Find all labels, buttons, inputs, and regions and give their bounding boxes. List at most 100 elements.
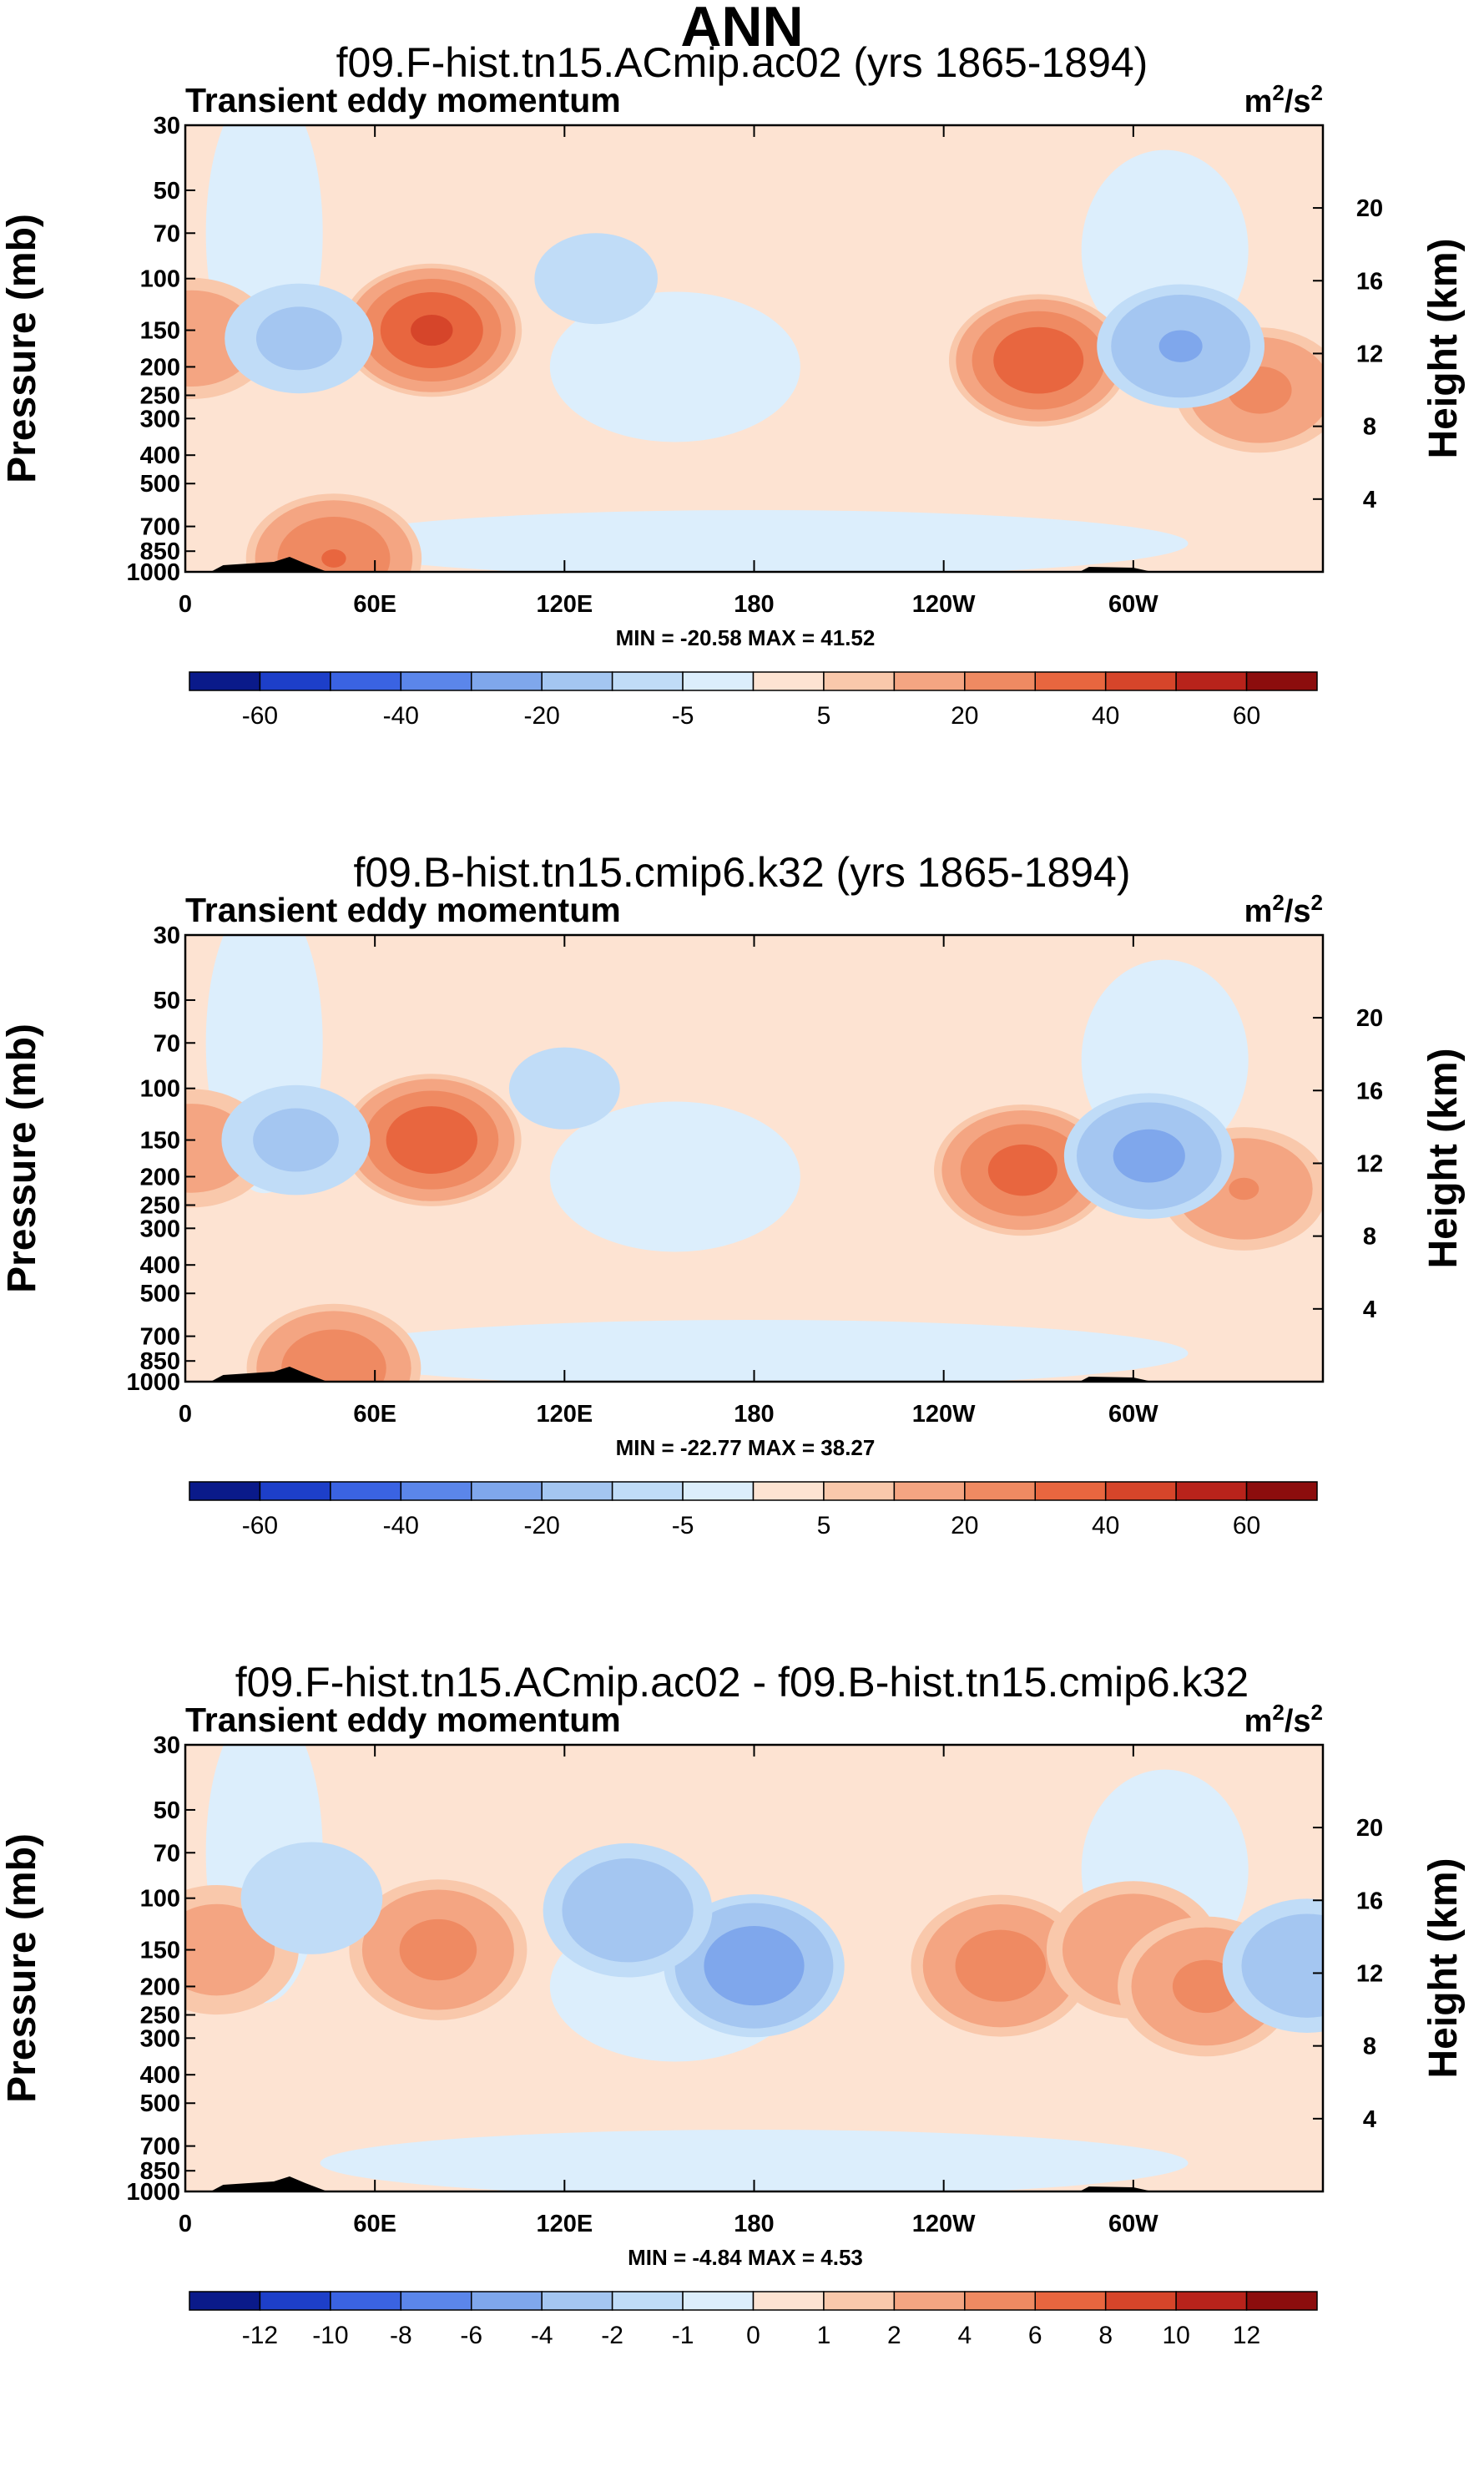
colorbar-label: -2 — [601, 2322, 623, 2349]
contour-level — [1172, 1959, 1239, 2014]
y-right-axis-label: Height (km) — [1421, 239, 1466, 459]
x-tick-label: 0 — [179, 1401, 192, 1428]
contour-feature — [349, 1879, 527, 2020]
y-right-tick-label: 12 — [1356, 1960, 1383, 1987]
units-part: /s — [1285, 84, 1311, 119]
colorbar-swatch — [330, 1481, 402, 1501]
colorbar-label: -20 — [524, 702, 560, 730]
x-tick-label: 180 — [734, 2211, 774, 2237]
plot-area — [185, 935, 1323, 1382]
colorbar-swatch — [1034, 1481, 1107, 1501]
colorbar: -12 -10 -8 -6 -4 -2 -1 0 1 2 4 6 8 10 12 — [189, 2291, 1318, 2349]
y-tick-label: 100 — [140, 266, 180, 293]
contour-feature — [664, 1894, 845, 2038]
y-right-tick-label: 16 — [1356, 1078, 1383, 1104]
y-tick-label: 1000 — [126, 2179, 180, 2206]
colorbar-swatch — [964, 1481, 1036, 1501]
colorbar-swatch — [823, 1481, 896, 1501]
terrain-asia — [210, 1367, 328, 1382]
contour-feature — [246, 1303, 421, 1382]
colorbar-swatch — [1245, 2291, 1318, 2311]
contour-feature — [1063, 1093, 1234, 1219]
colorbar-label: 10 — [1162, 2322, 1189, 2349]
panel-subtitle: Transient eddy momentum — [185, 1701, 621, 1739]
x-tick-label: 180 — [734, 1401, 774, 1428]
y-tick-label: 100 — [140, 1886, 180, 1913]
y-tick-label: 300 — [140, 1216, 180, 1242]
background-negative-band — [320, 2129, 1189, 2191]
units-part: 2 — [1272, 80, 1284, 105]
colorbar-swatch — [1104, 671, 1177, 691]
colorbar-swatch — [1245, 1481, 1318, 1501]
colorbar-label: -1 — [672, 2322, 694, 2349]
background-negative-band — [320, 509, 1189, 572]
contour-level — [277, 517, 391, 572]
contour-level — [704, 1926, 805, 2006]
units-part: 2 — [1311, 890, 1323, 915]
y-tick-label: 850 — [140, 2158, 180, 2185]
contour-level — [253, 1108, 339, 1172]
colorbar-swatch — [541, 2291, 613, 2311]
colorbar-swatch — [400, 671, 472, 691]
y-tick-label: 30 — [154, 1732, 180, 1759]
units-part: /s — [1285, 1704, 1311, 1739]
colorbar-swatch — [259, 2291, 331, 2311]
colorbar-swatch — [1104, 1481, 1177, 1501]
y-tick-label: 70 — [154, 1030, 180, 1057]
y-tick-label: 50 — [154, 988, 180, 1014]
units-part: m — [1244, 1704, 1273, 1739]
panel-title: f09.B-hist.tn15.cmip6.k32 (yrs 1865-1894… — [353, 849, 1130, 896]
contour-level — [1113, 1129, 1185, 1183]
colorbar-swatch — [964, 2291, 1036, 2311]
x-tick-label: 120W — [912, 591, 976, 618]
contour-feature — [221, 1084, 371, 1195]
colorbar-swatch — [471, 671, 543, 691]
contour-level — [955, 1929, 1047, 2002]
x-tick-label: 60W — [1108, 1401, 1158, 1428]
x-tick-label: 120W — [912, 2211, 976, 2237]
y-right-tick-label: 20 — [1356, 1815, 1383, 1842]
y-tick-label: 400 — [140, 442, 180, 469]
contour-level — [993, 326, 1084, 394]
y-right-tick-label: 8 — [1363, 1224, 1376, 1251]
y-tick-label: 100 — [140, 1076, 180, 1103]
x-tick-label: 60E — [353, 591, 396, 618]
colorbar-swatch — [330, 2291, 402, 2311]
figure-title: ANN — [680, 0, 803, 58]
terrain-asia — [210, 2176, 328, 2191]
colorbar-swatch — [682, 1481, 755, 1501]
y-tick-label: 850 — [140, 538, 180, 565]
colorbar-label: 60 — [1233, 1512, 1260, 1539]
colorbar-swatch — [189, 2291, 261, 2311]
contour-feature — [934, 1104, 1112, 1236]
colorbar-label: 5 — [817, 702, 831, 730]
contour-feature — [240, 1842, 383, 1954]
contour-feature — [1222, 1898, 1323, 2033]
colorbar-label: -8 — [390, 2322, 412, 2349]
terrain-asia — [210, 557, 328, 572]
units-part: m — [1244, 84, 1273, 119]
colorbar-swatch — [611, 671, 684, 691]
colorbar-label: 1 — [817, 2322, 831, 2349]
units-part: 2 — [1272, 890, 1284, 915]
y-tick-label: 200 — [140, 354, 180, 381]
colorbar-label: 0 — [746, 2322, 760, 2349]
colorbar-swatch — [1175, 671, 1248, 691]
y-right-tick-label: 8 — [1363, 2034, 1376, 2060]
colorbar-swatch — [893, 2291, 966, 2311]
colorbar-label: -5 — [672, 1512, 694, 1539]
colorbar-label: -60 — [242, 1512, 278, 1539]
y-tick-label: 700 — [140, 2134, 180, 2161]
colorbar-swatch — [752, 2291, 825, 2311]
y-right-tick-label: 12 — [1356, 341, 1383, 367]
colorbar-label: 60 — [1233, 702, 1260, 730]
contour-feature — [534, 233, 658, 325]
colorbar-label: 4 — [957, 2322, 972, 2349]
contour-feature — [508, 1047, 620, 1130]
chart-panel-1: f09.F-hist.tn15.ACmip.ac02 (yrs 1865-189… — [0, 39, 1466, 730]
x-tick-label: 60E — [353, 1401, 396, 1428]
y-right-tick-label: 12 — [1356, 1150, 1383, 1177]
y-tick-label: 400 — [140, 1252, 180, 1279]
x-tick-label: 0 — [179, 591, 192, 618]
y-tick-label: 150 — [140, 318, 180, 345]
